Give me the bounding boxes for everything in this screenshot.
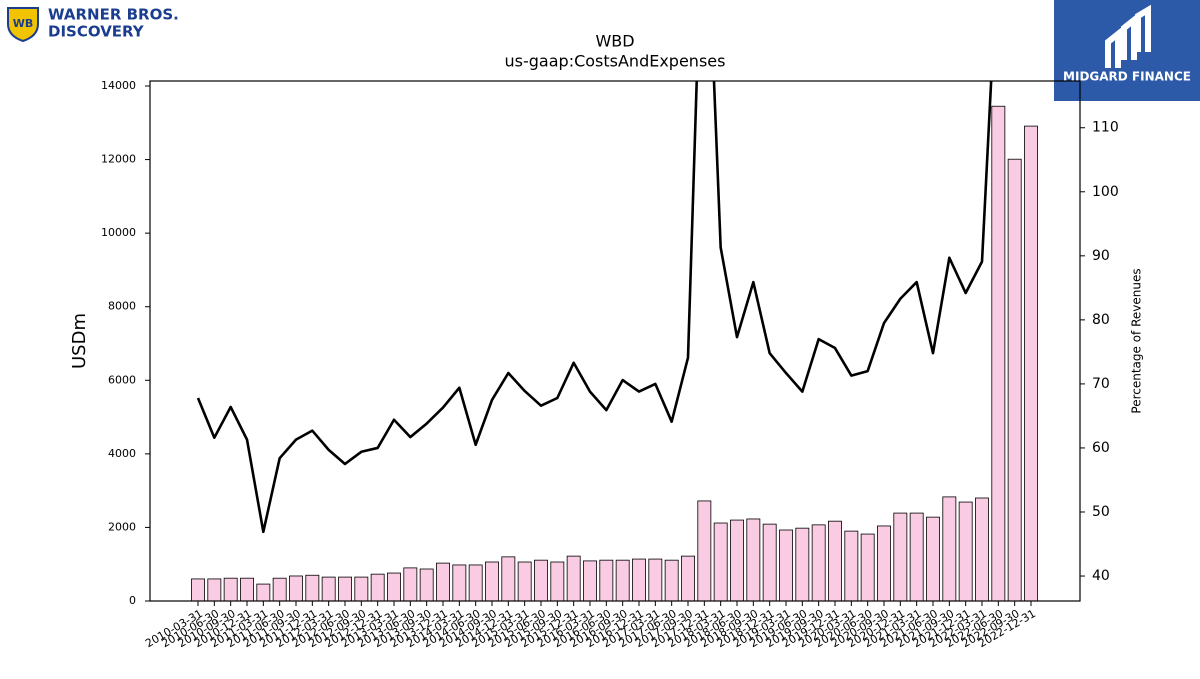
y-tick-label: 0 (129, 594, 136, 607)
bar (730, 519, 744, 601)
bar (893, 512, 908, 601)
bar (240, 577, 254, 601)
bar (991, 105, 1006, 601)
y2-tick-label: 90 (1092, 248, 1110, 264)
bar (370, 573, 385, 601)
bar (795, 527, 810, 601)
bar (860, 533, 875, 601)
bar (1007, 158, 1022, 601)
y2-tick-label: 100 (1092, 184, 1119, 200)
bar (681, 555, 695, 601)
y-axis-label: USDm (69, 313, 90, 369)
svg-text:WB: WB (13, 17, 34, 30)
sponsor-logo: MIDGARD FINANCE (1054, 0, 1200, 101)
y-tick-label: 2000 (108, 520, 136, 533)
bar (485, 561, 499, 601)
bar (387, 572, 401, 601)
bar (926, 516, 940, 601)
bar (958, 501, 973, 601)
bar (746, 518, 761, 601)
bar (713, 522, 728, 601)
chart-title: WBD (595, 32, 634, 51)
bar (632, 558, 646, 601)
bar (844, 530, 859, 601)
y2-tick-label: 110 (1092, 120, 1119, 136)
bar (828, 520, 842, 601)
bar (452, 564, 467, 601)
plot-area (191, 81, 1038, 601)
bar (779, 529, 793, 601)
y2-tick-label: 70 (1092, 376, 1110, 392)
bar (811, 524, 826, 601)
bar (877, 525, 891, 601)
bar (599, 559, 614, 601)
bar (664, 559, 679, 601)
y2-tick-label: 60 (1092, 440, 1110, 456)
bar (436, 562, 450, 601)
bar (468, 564, 483, 601)
bar (648, 558, 663, 601)
bar (517, 561, 532, 601)
bar (223, 577, 238, 601)
bar (207, 578, 222, 601)
bar (501, 556, 516, 601)
y-tick-label: 10000 (101, 226, 136, 239)
bar (305, 574, 320, 601)
bar (256, 583, 271, 601)
y-tick-label: 4000 (108, 447, 136, 460)
y2-tick-label: 80 (1092, 312, 1110, 328)
bar (1024, 125, 1038, 601)
bar (321, 576, 336, 601)
bar (909, 512, 924, 601)
bar (289, 575, 303, 601)
bar (354, 576, 369, 601)
brand-text: WARNER BROS. (48, 6, 179, 24)
bar (550, 561, 565, 601)
wbd-logo: WB WARNER BROS. DISCOVERY (7, 6, 179, 43)
bar (403, 567, 418, 601)
brand-text: DISCOVERY (48, 23, 145, 41)
y2-tick-label: 40 (1092, 568, 1110, 584)
y-tick-label: 12000 (101, 153, 136, 166)
plot-frame (149, 80, 1081, 602)
bar (338, 576, 352, 601)
bar (697, 500, 712, 601)
bar (566, 555, 581, 601)
y2-axis-label: Percentage of Revenues (1130, 268, 1144, 413)
bar (191, 578, 205, 601)
bar (583, 560, 597, 601)
bar (942, 496, 957, 601)
y2-tick-label: 50 (1092, 504, 1110, 520)
bar (615, 559, 630, 601)
chart-subtitle: us-gaap:CostsAndExpenses (505, 52, 726, 71)
sponsor-text: MIDGARD FINANCE (1063, 70, 1191, 84)
bar (975, 497, 989, 601)
bar (762, 523, 777, 601)
y-tick-label: 14000 (101, 79, 136, 92)
bar (534, 559, 548, 601)
bar (272, 577, 287, 601)
line (196, 81, 993, 534)
bar (419, 568, 434, 601)
y-tick-label: 8000 (108, 300, 136, 313)
y-tick-label: 6000 (108, 373, 136, 386)
